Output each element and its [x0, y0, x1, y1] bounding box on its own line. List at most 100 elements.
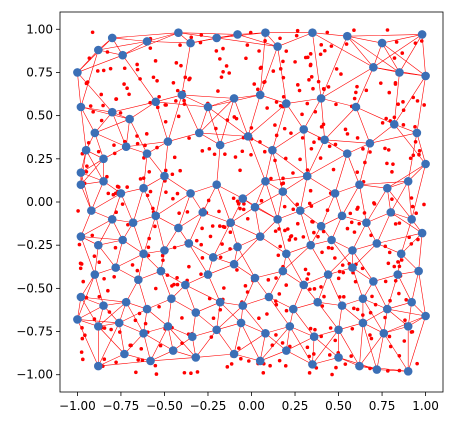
mesh-edge — [181, 43, 191, 95]
sample-point — [341, 295, 346, 299]
x-tick-label: 1.00 — [412, 399, 439, 413]
sample-point — [257, 316, 261, 321]
sample-point — [199, 272, 203, 276]
sample-point — [106, 191, 111, 196]
mesh-edge — [324, 106, 357, 141]
mesh-node — [372, 239, 382, 248]
sample-point — [399, 258, 404, 262]
sample-point — [247, 359, 251, 363]
mesh-node — [382, 183, 392, 193]
sample-point — [319, 43, 324, 47]
mesh-node — [194, 128, 204, 138]
mesh-edge — [219, 301, 242, 324]
sample-point — [337, 269, 342, 274]
sample-point — [265, 106, 269, 110]
mesh-edge — [143, 333, 151, 361]
sample-point — [222, 225, 227, 230]
sample-point — [115, 184, 120, 189]
sample-point — [99, 92, 104, 97]
sample-point — [218, 57, 222, 61]
sample-point — [288, 234, 293, 239]
mesh-node — [229, 349, 239, 359]
mesh-node — [299, 125, 309, 134]
sample-point — [85, 80, 90, 84]
sample-point — [340, 263, 345, 267]
mesh-node — [191, 353, 201, 362]
mesh-node — [203, 102, 213, 112]
sample-point — [81, 357, 85, 362]
mesh-edge — [216, 184, 231, 223]
sample-point — [217, 209, 221, 214]
mesh-node — [355, 180, 364, 190]
mesh-node — [76, 102, 86, 112]
x-tick-label: 0.25 — [282, 399, 309, 413]
sample-point — [274, 100, 279, 104]
sample-point — [147, 169, 152, 174]
mesh-node — [236, 318, 246, 328]
sample-point — [392, 115, 397, 120]
sample-point — [153, 286, 158, 291]
mesh-edge — [80, 184, 92, 211]
sample-point — [422, 202, 426, 207]
sample-point — [148, 100, 152, 105]
mesh-node — [186, 189, 195, 198]
mesh-edge — [307, 153, 348, 177]
mesh-edge — [195, 353, 235, 358]
mesh-edge — [167, 298, 172, 327]
sample-point — [339, 72, 343, 76]
sample-point — [394, 40, 399, 44]
sample-point — [178, 43, 182, 47]
sample-point — [238, 206, 242, 211]
sample-point — [211, 316, 216, 320]
sample-point — [268, 363, 272, 368]
mesh-edge — [260, 94, 287, 104]
mesh-edge — [312, 329, 339, 365]
sample-point — [378, 81, 383, 85]
sample-point — [354, 90, 358, 95]
sample-point — [325, 208, 330, 213]
sample-point — [102, 326, 107, 330]
sample-point — [171, 196, 175, 201]
mesh-edge — [80, 106, 113, 113]
sample-point — [312, 140, 316, 144]
y-tick-label: 0.25 — [26, 152, 53, 166]
mesh-node — [76, 232, 86, 241]
sample-point — [143, 321, 148, 326]
mesh-edge — [355, 67, 374, 108]
sample-point — [109, 327, 113, 332]
sample-point — [78, 266, 83, 271]
mesh-edge — [160, 270, 186, 286]
mesh-edge — [362, 308, 388, 324]
sample-point — [233, 155, 238, 159]
sample-point — [392, 56, 397, 60]
mesh-edge — [80, 158, 104, 185]
sample-point — [330, 372, 334, 377]
mesh-edge — [138, 253, 144, 280]
sample-point — [114, 97, 118, 101]
sample-point — [307, 354, 312, 359]
sample-point — [320, 250, 324, 255]
mesh-edge — [286, 244, 311, 255]
mesh-edge — [327, 250, 353, 275]
sample-point — [232, 115, 237, 119]
sample-point — [135, 268, 140, 273]
sample-point — [207, 296, 212, 301]
sample-point — [322, 87, 326, 92]
mesh-edge — [299, 210, 311, 246]
mesh-edge — [334, 184, 360, 194]
sample-point — [386, 261, 391, 266]
sample-point — [122, 66, 127, 71]
sample-point — [175, 282, 180, 287]
mesh-node — [337, 211, 347, 221]
mesh-node — [412, 128, 422, 138]
mesh-edge — [407, 315, 426, 372]
sample-point — [263, 39, 267, 43]
sample-point — [154, 372, 159, 376]
sample-point — [112, 274, 116, 279]
mesh-edge — [94, 132, 127, 148]
mesh-node — [181, 280, 190, 290]
mesh-edge — [77, 72, 82, 108]
sample-point — [199, 242, 204, 247]
mesh-node — [342, 149, 352, 158]
sample-point — [385, 28, 390, 32]
